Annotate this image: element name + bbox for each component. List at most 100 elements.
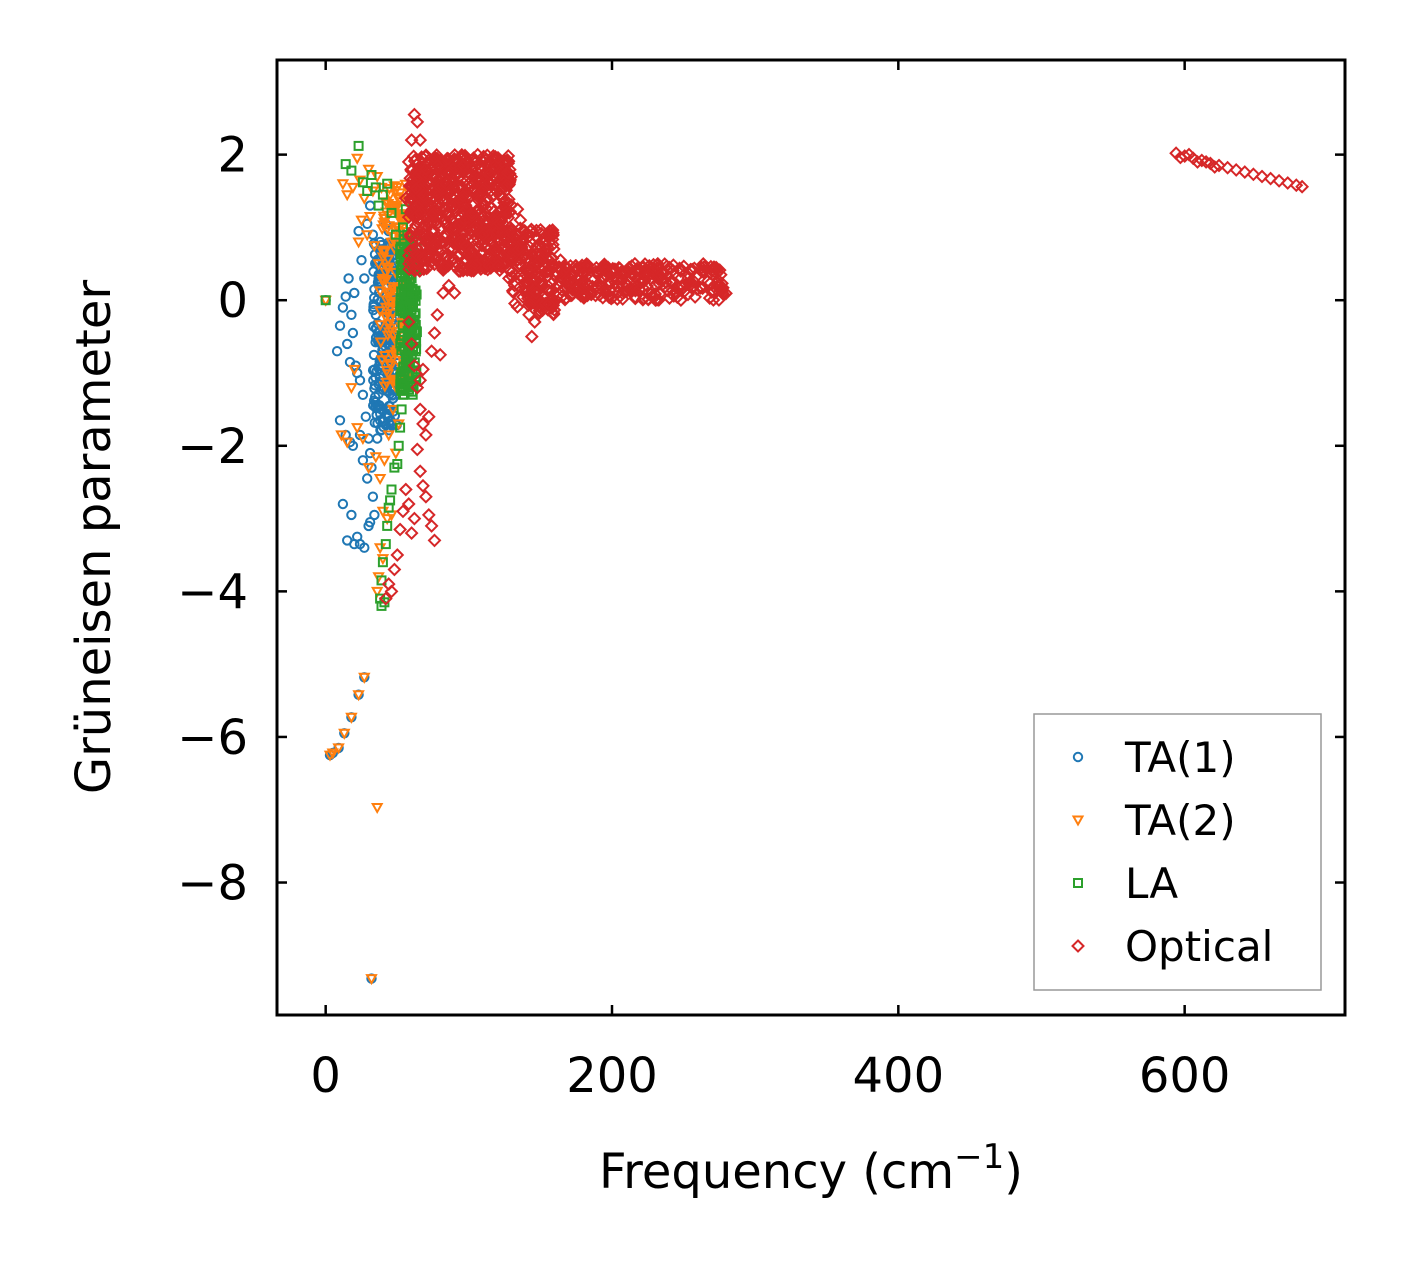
data-point: [507, 278, 522, 293]
data-point: [436, 260, 451, 275]
data-point: [538, 296, 553, 311]
data-point: [429, 217, 443, 232]
data-point: [359, 542, 370, 553]
data-point: [396, 504, 410, 519]
data-point: [513, 252, 528, 267]
data-point: [367, 491, 379, 502]
data-point: [359, 273, 370, 284]
data-point: [490, 224, 505, 239]
data-point: [334, 320, 346, 331]
data-point: [410, 114, 425, 129]
data-point: [530, 256, 545, 271]
legend-marker: [1072, 751, 1084, 763]
data-point: [677, 284, 692, 299]
data-point: [1182, 147, 1196, 162]
data-point: [355, 215, 368, 227]
data-point: [670, 290, 685, 305]
data-point: [452, 218, 467, 233]
data-point: [436, 194, 451, 209]
data-point: [515, 231, 530, 246]
data-point: [651, 293, 666, 307]
data-point: [480, 249, 495, 264]
y-tick-label: −6: [177, 710, 248, 766]
data-point: [347, 327, 359, 339]
data-point: [373, 200, 384, 211]
data-point: [395, 244, 406, 255]
legend-label: TA(2): [1124, 796, 1236, 845]
data-point: [474, 171, 489, 186]
data-point: [516, 235, 531, 249]
data-point: [373, 474, 387, 486]
data-point: [447, 198, 462, 213]
x-axis-label-end: ): [1004, 1144, 1023, 1200]
data-point: [418, 162, 433, 177]
data-point: [476, 149, 491, 164]
series-ta-1-: [320, 200, 403, 984]
plot-frame: [275, 58, 1347, 1017]
data-point: [384, 296, 397, 308]
legend-label: Optical: [1125, 922, 1273, 971]
data-point: [396, 404, 407, 415]
data-point: [368, 241, 381, 253]
legend-marker: [1073, 878, 1083, 888]
data-point: [506, 285, 521, 300]
data-point: [378, 455, 391, 467]
x-tick-label: 0: [310, 1048, 341, 1104]
data-point: [533, 253, 548, 268]
data-point: [343, 273, 354, 284]
data-point: [387, 562, 402, 577]
data-point: [641, 291, 656, 306]
data-point: [320, 295, 331, 306]
data-point: [386, 484, 397, 495]
y-axis-label: Grüneisen parameter: [66, 280, 122, 795]
x-axis-label-sup: −1: [954, 1137, 1004, 1177]
data-point: [380, 539, 391, 550]
data-point: [365, 974, 378, 986]
data-point: [662, 260, 677, 275]
data-point: [459, 151, 473, 166]
data-point: [1280, 176, 1295, 190]
data-point: [379, 312, 393, 324]
data-point: [519, 264, 534, 279]
data-point: [642, 267, 657, 282]
data-point: [384, 418, 396, 430]
data-point: [382, 327, 396, 339]
data-point: [373, 306, 387, 318]
data-point: [383, 358, 396, 370]
data-point: [453, 161, 468, 175]
data-point: [350, 153, 364, 165]
data-point: [437, 230, 452, 245]
data-point: [404, 526, 419, 541]
data-point: [407, 511, 422, 526]
data-point: [652, 286, 667, 301]
data-point: [356, 255, 367, 266]
data-point: [467, 220, 482, 235]
data-point: [404, 163, 419, 178]
data-point: [421, 409, 436, 424]
data-point: [390, 229, 401, 240]
data-point: [501, 148, 516, 163]
data-point: [369, 509, 380, 521]
data-point: [390, 548, 405, 562]
data-point: [407, 358, 422, 373]
data-point: [357, 455, 369, 466]
data-point: [541, 252, 556, 267]
data-point: [524, 329, 539, 344]
data-point: [416, 416, 430, 431]
data-point: [533, 222, 548, 237]
data-point: [424, 344, 439, 359]
data-point: [337, 498, 349, 510]
data-point: [389, 448, 403, 460]
data-point: [541, 258, 556, 272]
data-point: [358, 672, 371, 684]
data-point: [381, 223, 394, 235]
data-point: [416, 188, 431, 203]
data-point: [712, 282, 727, 296]
data-point: [370, 182, 381, 193]
data-point: [582, 278, 597, 293]
data-point: [1212, 158, 1226, 173]
data-point: [375, 408, 386, 420]
data-point: [456, 189, 470, 204]
data-point: [376, 273, 390, 285]
data-point: [377, 557, 388, 568]
